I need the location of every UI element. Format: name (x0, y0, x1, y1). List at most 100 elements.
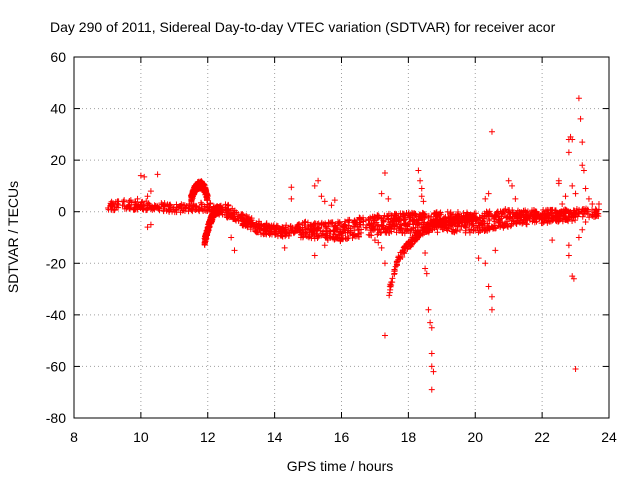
bump-11h-point (195, 178, 202, 185)
outlier-point (572, 366, 579, 373)
lower-band-point (300, 233, 307, 240)
outlier-point (488, 128, 495, 135)
chart-title: Day 290 of 2011, Sidereal Day-to-day VTE… (50, 19, 556, 35)
lower-band-point (224, 202, 231, 209)
bump-11h-point (192, 187, 199, 194)
outlier-point (321, 242, 328, 249)
lower-band-point (258, 231, 265, 238)
lower-band-point (490, 224, 497, 231)
arc-17h-point (393, 258, 400, 265)
outlier-point (422, 249, 429, 256)
lower-band-point (401, 230, 408, 237)
main-band-point (131, 205, 138, 212)
main-band-point (589, 207, 596, 214)
arc-17h-point (443, 219, 450, 226)
outlier-point (318, 193, 325, 200)
main-band-point (421, 211, 428, 218)
lower-band-point (245, 218, 252, 225)
arc-17h-point (387, 281, 394, 288)
arc-12h-point (206, 223, 213, 230)
outlier-point (144, 224, 151, 231)
main-band-point (545, 207, 552, 214)
outlier-point (311, 252, 318, 259)
x-axis-label: GPS time / hours (287, 458, 394, 474)
arc-17h-point (439, 221, 446, 228)
outlier-point (141, 173, 148, 180)
arc-12h-point (203, 231, 210, 238)
lower-band-point (513, 213, 520, 220)
lower-band-point (380, 223, 387, 230)
main-band-point (193, 203, 200, 210)
main-band-point (111, 206, 118, 213)
x-tick-label: 14 (267, 429, 283, 445)
lower-band-point (310, 232, 317, 239)
lower-band-point (529, 212, 536, 219)
outlier-point (488, 293, 495, 300)
arc-12h-point (201, 239, 208, 246)
main-band-point (593, 211, 600, 218)
main-band-point (165, 208, 172, 215)
lower-band-point (278, 225, 285, 232)
main-band-point (510, 209, 517, 216)
lower-band-point (523, 221, 530, 228)
main-band-point (139, 198, 146, 205)
outlier-point (315, 177, 322, 184)
main-band-point (191, 202, 198, 209)
arc-12h-point (213, 205, 220, 212)
main-band-point (579, 213, 586, 220)
main-band-point (207, 200, 214, 207)
lower-band-point (327, 234, 334, 241)
lower-band-point (344, 235, 351, 242)
lower-band-point (451, 229, 458, 236)
outlier-point (422, 265, 429, 272)
main-band-point (493, 209, 500, 216)
main-band-point (351, 217, 358, 224)
main-band-point (185, 208, 192, 215)
lower-band-point (377, 230, 384, 237)
arc-17h-point (412, 235, 419, 242)
y-tick-label: 60 (50, 49, 66, 65)
arc-17h-point (448, 221, 455, 228)
main-band-point (130, 206, 137, 213)
main-band-point (166, 207, 173, 214)
outlier-point (482, 195, 489, 202)
outlier-point (378, 190, 385, 197)
outlier-point (288, 195, 295, 202)
outlier-point (492, 247, 499, 254)
arc-17h-point (386, 292, 393, 299)
outlier-point (428, 324, 435, 331)
main-band-point (417, 211, 424, 218)
lower-band-point (533, 216, 540, 223)
y-tick-label: -20 (46, 255, 66, 271)
outlier-point (321, 198, 328, 205)
outlier-point (502, 206, 509, 213)
bump-11h-point (200, 185, 207, 192)
outlier-point (417, 177, 424, 184)
data-series (104, 95, 602, 393)
outlier-point (475, 255, 482, 262)
main-band-point (155, 204, 162, 211)
x-tick-label: 16 (334, 429, 350, 445)
y-tick-label: -60 (46, 358, 66, 374)
outlier-point (577, 115, 584, 122)
lower-band-point (504, 223, 511, 230)
lower-band-point (268, 224, 275, 231)
arc-17h-point (399, 254, 406, 261)
lower-band-point (398, 222, 405, 229)
lower-band-point (350, 231, 357, 238)
main-band-point (161, 203, 168, 210)
lower-band-point (486, 224, 493, 231)
outlier-point (428, 350, 435, 357)
lower-band-point (266, 228, 273, 235)
outlier-point (562, 193, 569, 200)
main-band-point (397, 210, 404, 217)
lower-band-point (279, 233, 286, 240)
lower-band-point (306, 229, 313, 236)
lower-band-point (546, 212, 553, 219)
arc-12h-point (210, 210, 217, 217)
main-band-point (520, 209, 527, 216)
main-band-point (581, 208, 588, 215)
lower-band-point (354, 230, 361, 237)
outlier-point (509, 182, 516, 189)
main-band-point (115, 204, 122, 211)
